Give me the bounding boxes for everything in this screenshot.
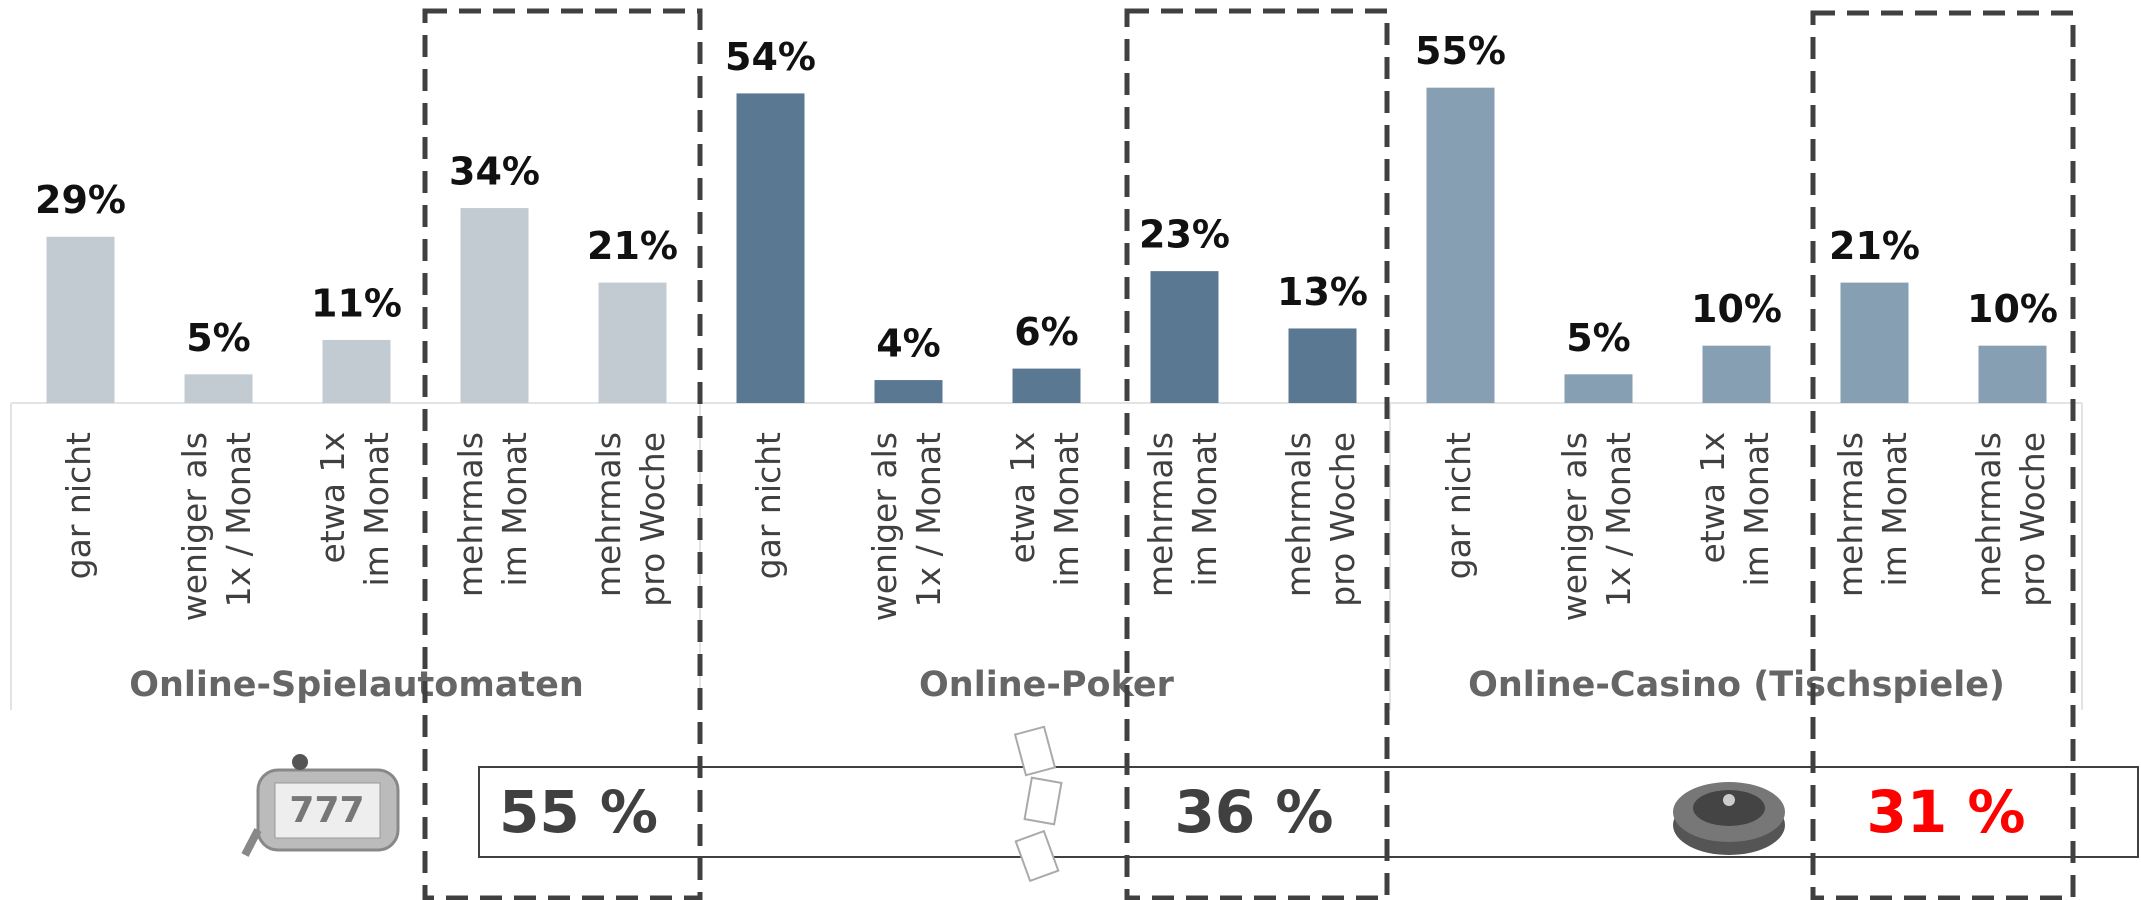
x-tick-label: im Monat	[1875, 432, 1914, 587]
slot-machine-icon: 777	[245, 754, 398, 855]
value-label: 10%	[1691, 287, 1782, 331]
x-tick-label: pro Woche	[633, 432, 672, 607]
value-label: 34%	[449, 150, 540, 194]
value-label: 29%	[35, 178, 126, 222]
x-tick-label: im Monat	[1737, 432, 1776, 587]
x-tick-label: 1x / Monat	[219, 432, 258, 607]
bar	[47, 237, 115, 403]
roulette-icon	[1673, 782, 1785, 855]
x-tick-label: weniger als	[865, 432, 904, 621]
x-tick-label: weniger als	[1555, 432, 1594, 621]
x-tick-label: mehrmals	[1831, 432, 1870, 597]
value-label: 10%	[1967, 287, 2058, 331]
bar	[323, 340, 391, 403]
value-label: 13%	[1277, 270, 1368, 314]
x-tick-label: weniger als	[175, 432, 214, 621]
x-tick-label: gar nicht	[1439, 432, 1478, 579]
x-tick-label: mehrmals	[1279, 432, 1318, 597]
bar	[185, 374, 253, 403]
summary-value: 31 %	[1866, 778, 2025, 846]
summary-value: 55 %	[499, 778, 658, 846]
bar	[1427, 88, 1495, 403]
value-label: 5%	[1566, 316, 1631, 360]
svg-text:777: 777	[289, 790, 364, 831]
x-tick-label: mehrmals	[1141, 432, 1180, 597]
value-label: 54%	[725, 35, 816, 79]
value-label: 4%	[876, 322, 941, 366]
bar	[1289, 328, 1357, 403]
group-label: Online-Spielautomaten	[129, 665, 584, 705]
value-label: 55%	[1415, 29, 1506, 73]
x-tick-label: etwa 1x	[313, 432, 352, 563]
x-tick-label: im Monat	[1047, 432, 1086, 587]
value-label: 5%	[186, 316, 251, 360]
bar	[461, 208, 529, 403]
highlight-boxes	[425, 11, 2073, 898]
x-tick-label: im Monat	[495, 432, 534, 587]
x-tick-label: pro Woche	[1323, 432, 1362, 607]
chart: 777 29%gar nicht5%weniger als1x / Monat1…	[0, 0, 2141, 900]
value-label: 21%	[587, 224, 678, 268]
value-label: 11%	[311, 281, 402, 325]
bar	[737, 93, 805, 403]
value-label: 21%	[1829, 224, 1920, 268]
bar	[1565, 374, 1633, 403]
bar	[1151, 271, 1219, 403]
bar	[1013, 369, 1081, 403]
value-label: 23%	[1139, 213, 1230, 257]
bar	[599, 283, 667, 403]
x-tick-label: pro Woche	[2013, 432, 2052, 607]
group-label: Online-Poker	[919, 665, 1175, 705]
x-tick-label: gar nicht	[749, 432, 788, 579]
x-tick-label: 1x / Monat	[1599, 432, 1638, 607]
bar	[1703, 346, 1771, 403]
value-label: 6%	[1014, 310, 1079, 354]
x-tick-label: im Monat	[357, 432, 396, 587]
group-label: Online-Casino (Tischspiele)	[1468, 665, 2005, 705]
bar	[875, 380, 943, 403]
x-tick-label: etwa 1x	[1003, 432, 1042, 563]
bar	[1841, 283, 1909, 403]
x-tick-label: mehrmals	[451, 432, 490, 597]
cards-icon	[1015, 727, 1061, 881]
x-tick-label: mehrmals	[589, 432, 628, 597]
bar	[1979, 346, 2047, 403]
summary-value: 36 %	[1174, 778, 1333, 846]
x-tick-label: mehrmals	[1969, 432, 2008, 597]
x-tick-label: 1x / Monat	[909, 432, 948, 607]
x-tick-label: im Monat	[1185, 432, 1224, 587]
x-tick-label: gar nicht	[59, 432, 98, 579]
x-tick-label: etwa 1x	[1693, 432, 1732, 563]
